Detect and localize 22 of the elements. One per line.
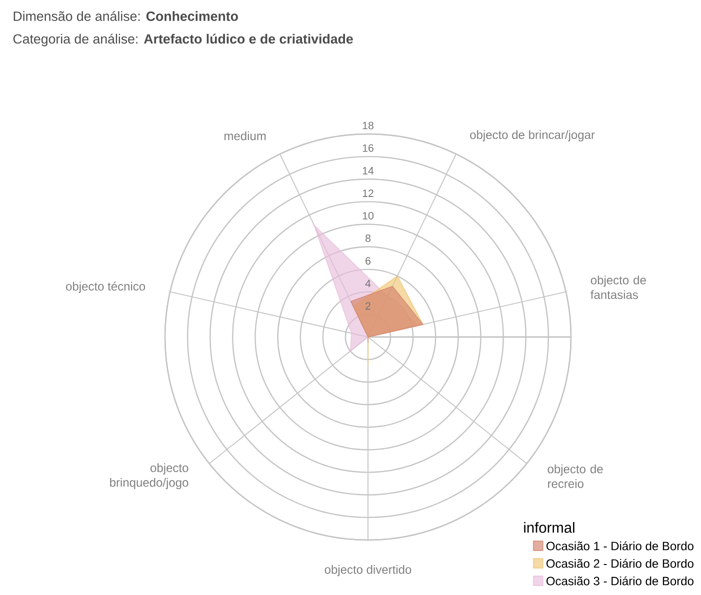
y-tick-label: 18 [362,122,374,130]
y-tick-label: 2 [366,302,370,310]
legend-title: informal [524,522,574,533]
legend-label: Ocasião 2 - Diário de Bordo [546,558,694,568]
spoke-label: objecto de fantasias [590,276,646,300]
y-tick-label: 16 [362,144,374,152]
y-tick-label: 12 [362,190,374,197]
chart-subtitle: Categoria de análise: Artefacto lúdico e de criatividade [13,34,353,46]
spoke-label: objecto divertido [324,565,412,576]
spoke-label: objecto de recreio [548,464,603,488]
legend-label: Ocasião 3 - Diário de Bordo [546,576,694,586]
y-tick-label: 6 [366,257,370,265]
y-tick-label: 14 [362,167,374,174]
spoke-label: objecto técnico [66,282,146,293]
y-tick-label: 8 [365,234,370,242]
legend-label: Ocasião 1 - Diário de Bordo [546,541,694,550]
spoke-label: objecto brinquedo/jogo [110,463,188,490]
spoke-label: medium [224,131,266,140]
y-tick-label: 10 [362,212,374,220]
chart-title: Dimensão de análise: Conhecimento [14,11,238,21]
spoke-label: objecto de brincar/jogar [470,130,595,142]
y-tick-label: 4 [365,280,371,288]
